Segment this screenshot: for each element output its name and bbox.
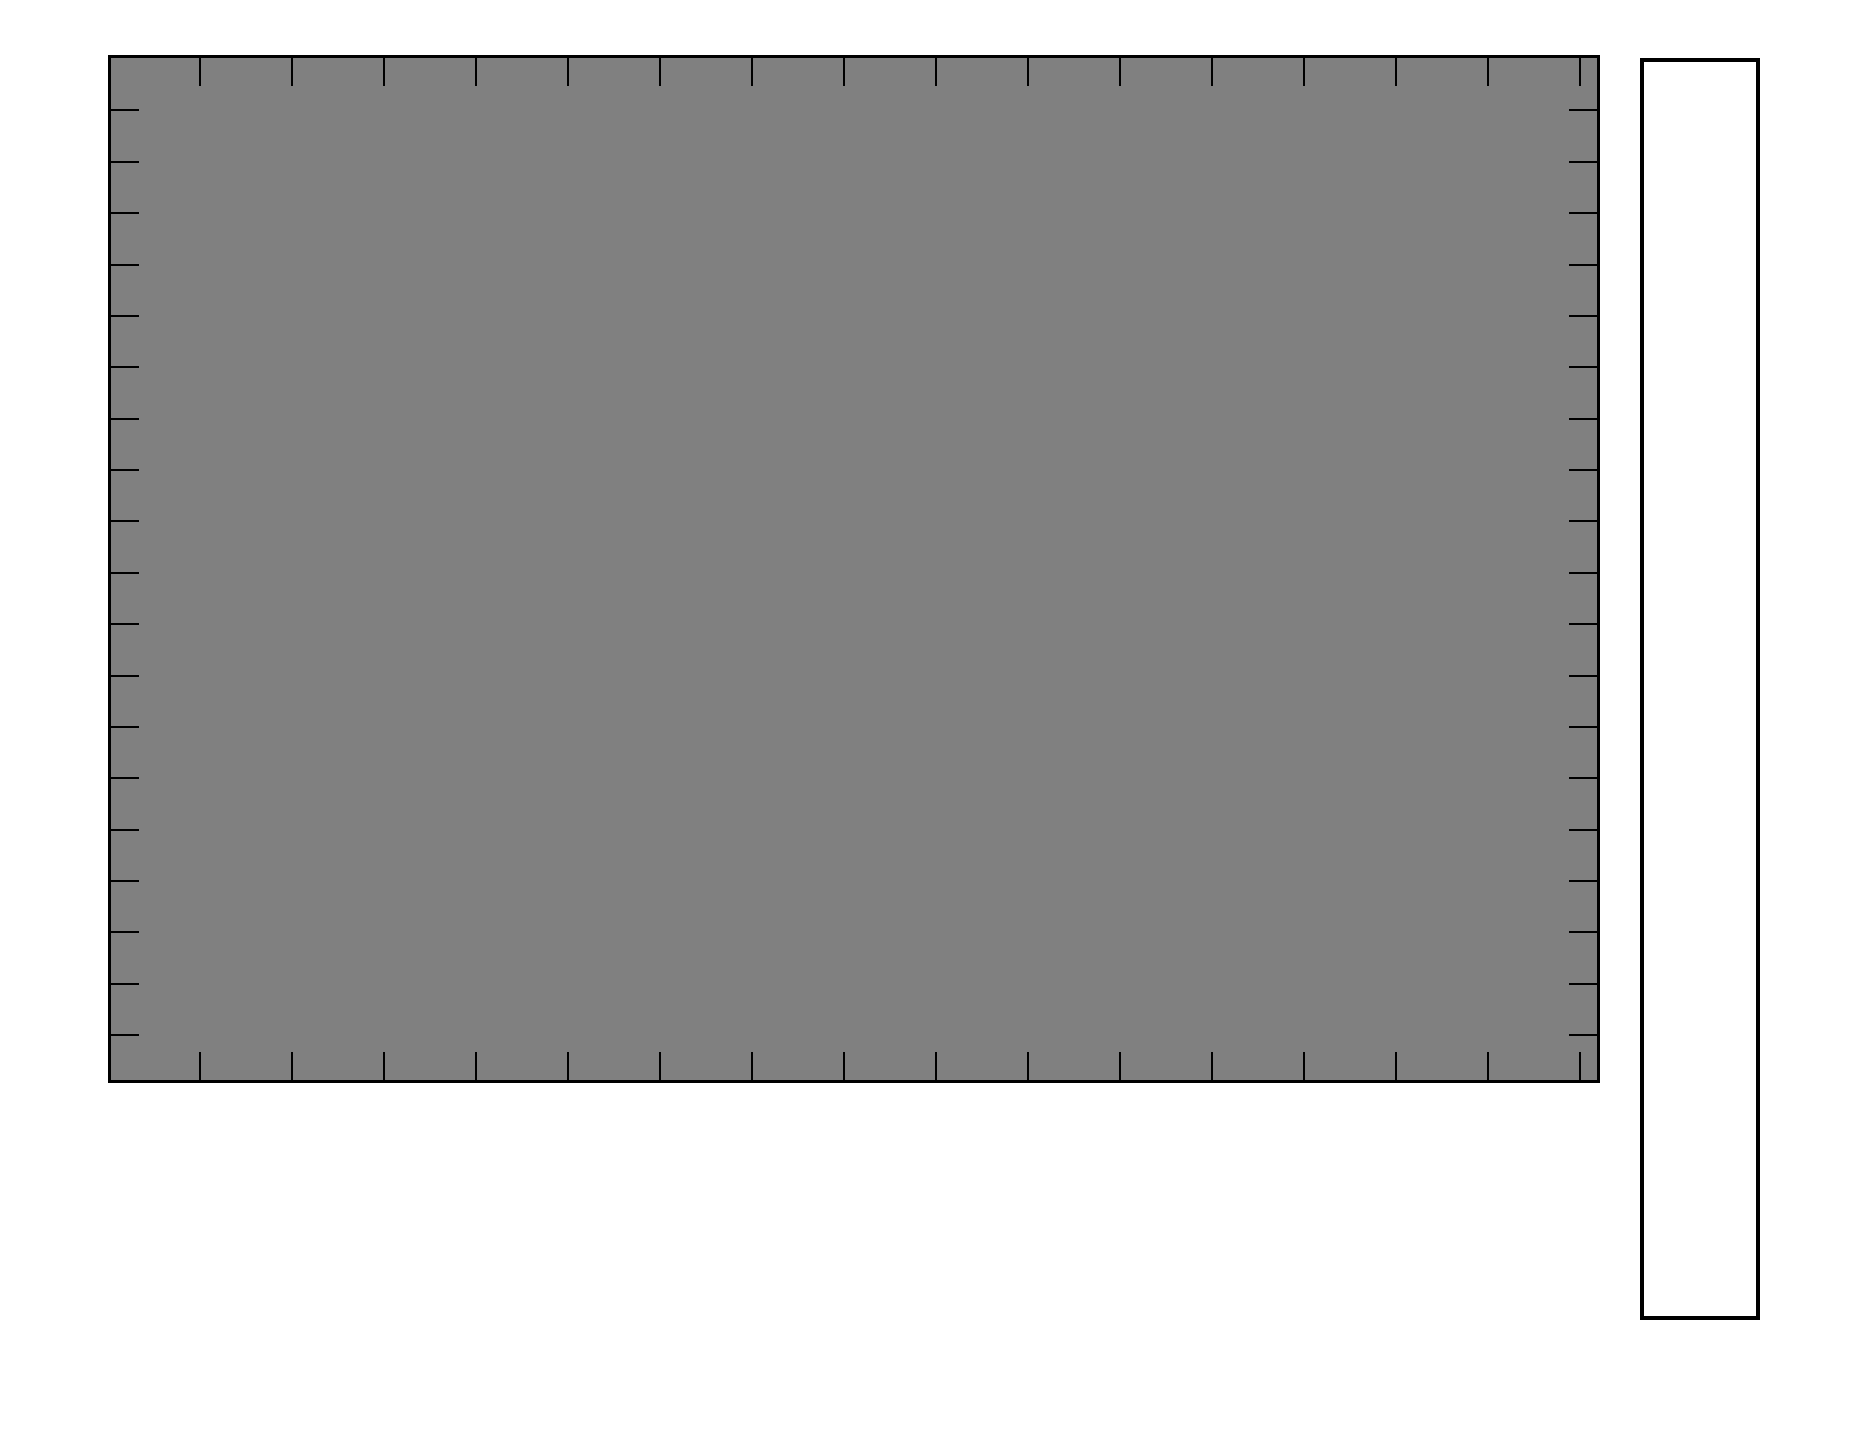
tick-right-650: [1569, 726, 1597, 728]
tick-left-150: [111, 212, 139, 214]
tick-top-200: [291, 58, 293, 86]
tick-bottom-1600: [1579, 1052, 1581, 1080]
tick-right-550: [1569, 623, 1597, 625]
tick-top-1200: [1211, 58, 1213, 86]
tick-left-850: [111, 931, 139, 933]
tick-left-800: [111, 880, 139, 882]
tick-bottom-400: [475, 1052, 477, 1080]
tick-top-800: [843, 58, 845, 86]
tick-bottom-1100: [1119, 1052, 1121, 1080]
tick-bottom-900: [935, 1052, 937, 1080]
tick-left-900: [111, 983, 139, 985]
tick-top-700: [751, 58, 753, 86]
tick-bottom-1200: [1211, 1052, 1213, 1080]
tick-right-750: [1569, 829, 1597, 831]
tick-left-300: [111, 366, 139, 368]
tick-top-100: [199, 58, 201, 86]
tick-top-600: [659, 58, 661, 86]
tick-right-350: [1569, 418, 1597, 420]
tick-right-300: [1569, 366, 1597, 368]
tick-right-400: [1569, 469, 1597, 471]
tick-left-200: [111, 264, 139, 266]
tick-left-650: [111, 726, 139, 728]
contour-field: [111, 58, 1597, 1080]
tick-bottom-800: [843, 1052, 845, 1080]
tick-left-450: [111, 520, 139, 522]
tick-top-1400: [1395, 58, 1397, 86]
tick-top-300: [383, 58, 385, 86]
tick-bottom-1000: [1027, 1052, 1029, 1080]
tick-bottom-600: [659, 1052, 661, 1080]
tick-right-500: [1569, 572, 1597, 574]
tick-bottom-300: [383, 1052, 385, 1080]
colorbar-tick-labels: [1772, 58, 1865, 1320]
cross-section-plot[interactable]: [108, 55, 1600, 1083]
tick-right-100: [1569, 161, 1597, 163]
tick-right-600: [1569, 675, 1597, 677]
tick-left-400: [111, 469, 139, 471]
tick-left-750: [111, 829, 139, 831]
tick-left-600: [111, 675, 139, 677]
tick-right-50: [1569, 109, 1597, 111]
tick-bottom-700: [751, 1052, 753, 1080]
tick-right-450: [1569, 520, 1597, 522]
tick-top-500: [567, 58, 569, 86]
tick-top-400: [475, 58, 477, 86]
tick-top-1300: [1303, 58, 1305, 86]
tick-right-150: [1569, 212, 1597, 214]
tick-left-500: [111, 572, 139, 574]
tick-left-250: [111, 315, 139, 317]
colorbar-gradient: [1644, 62, 1756, 1316]
tick-left-550: [111, 623, 139, 625]
tick-right-850: [1569, 931, 1597, 933]
tick-bottom-1300: [1303, 1052, 1305, 1080]
tick-left-350: [111, 418, 139, 420]
tick-bottom-1400: [1395, 1052, 1397, 1080]
tick-bottom-1500: [1487, 1052, 1489, 1080]
tick-top-900: [935, 58, 937, 86]
tick-right-700: [1569, 777, 1597, 779]
tick-left-950: [111, 1034, 139, 1036]
tick-left-100: [111, 161, 139, 163]
tick-top-1000: [1027, 58, 1029, 86]
tick-right-200: [1569, 264, 1597, 266]
tick-left-50: [111, 109, 139, 111]
tick-right-900: [1569, 983, 1597, 985]
tick-top-1500: [1487, 58, 1489, 86]
tick-right-950: [1569, 1034, 1597, 1036]
tick-top-1100: [1119, 58, 1121, 86]
tick-top-1600: [1579, 58, 1581, 86]
tick-right-800: [1569, 880, 1597, 882]
tick-bottom-200: [291, 1052, 293, 1080]
tick-bottom-100: [199, 1052, 201, 1080]
tick-left-700: [111, 777, 139, 779]
tick-bottom-500: [567, 1052, 569, 1080]
colorbar[interactable]: [1640, 58, 1760, 1320]
tick-right-250: [1569, 315, 1597, 317]
